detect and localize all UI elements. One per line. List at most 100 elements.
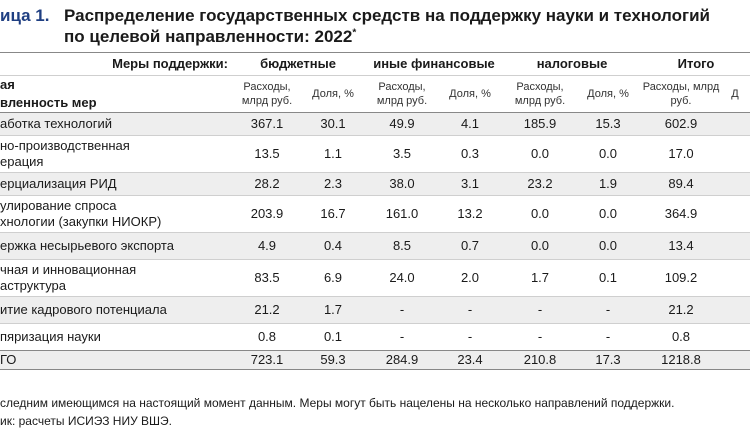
table-cell: - <box>467 302 473 317</box>
expense-column-header: Расходы, млрд руб. <box>241 81 293 107</box>
header-sub-row: ая вленность мер Расходы, млрд руб. Доля, %… <box>0 76 750 112</box>
row-divider <box>0 172 750 173</box>
table-title: ица 1. Распределение государственных сре… <box>0 0 750 52</box>
group-header-4: Итого <box>677 56 715 71</box>
table-cell: 0.4 <box>323 238 343 253</box>
row-divider <box>0 112 750 113</box>
table-cell: 284.9 <box>385 352 419 367</box>
table-cell: 49.9 <box>389 116 415 131</box>
table-cell: 21.2 <box>668 302 694 317</box>
expense-column-header: Расходы, млрд руб. <box>514 81 566 107</box>
table-row: пяризация науки 0.8 0.1 - - - - 0.8 <box>0 324 750 350</box>
table-cell: 0.3 <box>460 146 480 161</box>
table-cell: 0.0 <box>530 238 550 253</box>
row-label: ерциализация РИД <box>0 176 117 191</box>
table-cell: 0.1 <box>323 329 343 344</box>
table-cell: 203.9 <box>250 206 284 221</box>
table-cell: 3.5 <box>392 146 412 161</box>
table-cell: 161.0 <box>385 206 419 221</box>
table-cell: 185.9 <box>523 116 557 131</box>
table-cell: 3.1 <box>460 176 480 191</box>
share-column-header-cut: Д <box>731 88 739 100</box>
table-title-line2-text: по целевой направленности: 2022 <box>64 27 353 46</box>
table-cell: 0.1 <box>598 270 618 285</box>
row-divider <box>0 195 750 196</box>
table-cell: 2.0 <box>460 270 480 285</box>
table-cell: - <box>537 302 543 317</box>
table-cell: 602.9 <box>664 116 698 131</box>
row-divider <box>0 135 750 136</box>
table-cell: 83.5 <box>254 270 280 285</box>
table-cell: 1.9 <box>598 176 618 191</box>
table-cell: - <box>537 329 543 344</box>
table-cell: - <box>605 302 611 317</box>
table-cell: 15.3 <box>595 116 621 131</box>
table-cell: - <box>605 329 611 344</box>
row-label: пяризация науки <box>0 329 101 344</box>
table-cell: 4.9 <box>257 238 277 253</box>
table-cell: - <box>467 329 473 344</box>
table-cell: 364.9 <box>664 206 698 221</box>
row-label: но-производственная ерация <box>0 138 130 169</box>
table-cell: 13.5 <box>254 146 280 161</box>
table-cell: 1218.8 <box>661 352 701 367</box>
table-cell: 1.1 <box>323 146 343 161</box>
group-header-2: иные финансовые <box>373 56 495 71</box>
measures-label: Меры поддержки: <box>112 56 228 71</box>
table-cell: 13.2 <box>457 206 483 221</box>
row-divider <box>0 350 750 351</box>
group-header-3: налоговые <box>536 56 608 71</box>
table-row: аботка технологий 367.1 30.1 49.9 4.1 185.9 15… <box>0 113 750 135</box>
row-divider <box>0 323 750 324</box>
row-divider <box>0 296 750 297</box>
stub-header: ая вленность мер <box>0 76 230 112</box>
source-text: ик: расчеты ИСИЭЗ НИУ ВШЭ. <box>0 414 173 428</box>
table-cell: 28.2 <box>254 176 280 191</box>
footnote-marker: * <box>352 27 357 39</box>
table-row: чная и инновационная аструктура 83.5 6.9 24… <box>0 260 750 296</box>
table-title-line1: Распределение государственных средств на… <box>64 6 710 25</box>
share-column-header: Доля, % <box>312 88 354 100</box>
group-header-1: бюджетные <box>260 56 336 71</box>
stub-header-text: ая вленность мер <box>0 76 97 112</box>
table-cell: 0.0 <box>530 206 550 221</box>
table-cell: 23.4 <box>457 352 483 367</box>
stub-header-line2: вленность мер <box>0 95 97 110</box>
table-cell: 13.4 <box>668 238 694 253</box>
row-label: чная и инновационная аструктура <box>0 262 137 293</box>
table-cell: 0.8 <box>257 329 277 344</box>
table-cell: 723.1 <box>250 352 284 367</box>
table-cell: 0.0 <box>598 146 618 161</box>
expense-column-header: Расходы, млрд руб. <box>376 81 428 107</box>
row-label: ГО <box>0 352 17 367</box>
table-cell: 23.2 <box>527 176 553 191</box>
table-cell: 6.9 <box>323 270 343 285</box>
table-cell: 1.7 <box>530 270 550 285</box>
row-divider <box>0 369 750 370</box>
table-cell: 2.3 <box>323 176 343 191</box>
table-row: но-производственная ерация 13.5 1.1 3.5 0.3 0… <box>0 136 750 172</box>
table-cell: 0.8 <box>671 329 691 344</box>
row-label: ержка несырьевого экспорта <box>0 238 174 253</box>
table-cell: - <box>399 302 405 317</box>
table-cell: 0.7 <box>460 238 480 253</box>
table-cell: 367.1 <box>250 116 284 131</box>
row-divider <box>0 75 750 76</box>
table-number-label: ица 1. <box>0 6 50 25</box>
expense-column-header: Расходы, млрд руб. <box>642 81 720 107</box>
table-cell: 17.0 <box>668 146 694 161</box>
table-cell: 4.1 <box>460 116 480 131</box>
table-cell: 38.0 <box>389 176 415 191</box>
table-cell: 1.7 <box>323 302 343 317</box>
table-title-line2: по целевой направленности: 2022* <box>64 27 356 47</box>
stub-header-line1: ая <box>0 77 15 92</box>
table-row: ерциализация РИД 28.2 2.3 38.0 3.1 23.2 1.9 89.… <box>0 173 750 195</box>
footnote-text: следним имеющимся на настоящий момент да… <box>0 396 675 410</box>
row-label: улирование спроса хнологии (закупки НИОК… <box>0 198 162 229</box>
table-cell: 8.5 <box>392 238 412 253</box>
table-cell: - <box>399 329 405 344</box>
row-divider <box>0 259 750 260</box>
table-cell: 0.0 <box>598 238 618 253</box>
share-column-header: Доля, % <box>449 88 491 100</box>
header-group-row: Меры поддержки: бюджетные иные финансовые н… <box>0 53 750 75</box>
